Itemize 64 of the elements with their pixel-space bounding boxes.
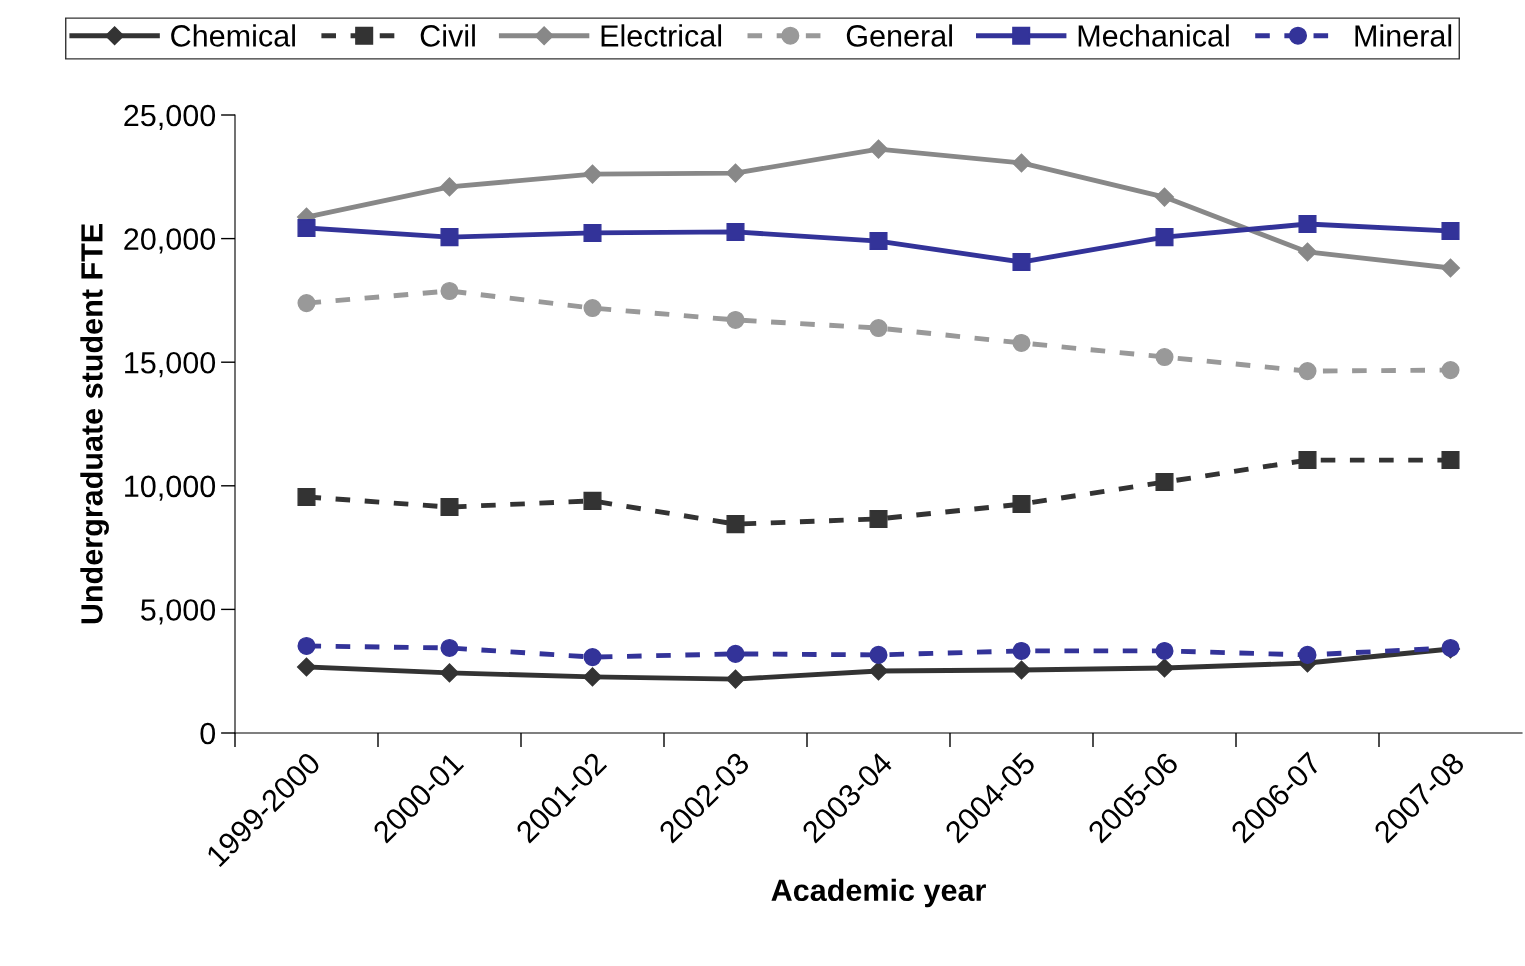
point (726, 644, 745, 663)
point (439, 663, 460, 683)
point (1012, 253, 1031, 272)
point (1012, 641, 1031, 660)
point (869, 319, 888, 338)
point (725, 163, 746, 183)
point (1440, 258, 1461, 278)
point (1441, 361, 1460, 380)
point (1155, 641, 1174, 660)
point (869, 645, 888, 664)
point (1011, 660, 1032, 680)
point (440, 638, 459, 657)
y-tick-label: 5,000 (141, 599, 216, 625)
point (1441, 451, 1460, 470)
point (726, 222, 745, 241)
point (582, 164, 603, 184)
point (440, 281, 459, 301)
legend-label: Civil (420, 24, 475, 47)
y-tick-label: 20,000 (124, 228, 216, 254)
point (869, 232, 888, 251)
point (1298, 362, 1317, 381)
point (297, 636, 316, 656)
point (1011, 153, 1032, 173)
point (297, 294, 316, 313)
point (1012, 333, 1031, 352)
y-tick-label: 25,000 (124, 104, 216, 130)
y-tick-label: 10,000 (125, 475, 216, 501)
point (726, 515, 745, 534)
legend-label: Electrical (601, 24, 722, 47)
legend-label: General (846, 24, 952, 47)
point (1155, 347, 1174, 367)
y-axis-title: Undergraduate student FTE (80, 224, 109, 624)
point (1154, 187, 1175, 207)
point (1298, 645, 1317, 664)
point (583, 299, 602, 318)
point (440, 498, 459, 517)
point (869, 509, 888, 528)
legend-label: Mineral (1355, 24, 1452, 47)
point (868, 139, 889, 159)
y-tick-label: 0 (200, 722, 216, 745)
point (583, 648, 602, 667)
point (296, 657, 317, 677)
point (297, 487, 316, 506)
point (439, 177, 460, 197)
point (726, 310, 745, 329)
point (1298, 214, 1317, 234)
point (868, 661, 889, 681)
point (583, 491, 602, 510)
x-axis-title: Academic year (771, 878, 986, 908)
point (1441, 221, 1460, 240)
y-tick-label: 15,000 (125, 351, 216, 378)
point (297, 218, 316, 237)
point (582, 667, 603, 687)
point (1012, 495, 1031, 514)
point (1154, 658, 1175, 678)
legend-label: Mechanical (1078, 24, 1229, 47)
point (583, 223, 602, 242)
point (1155, 473, 1174, 492)
point (1155, 228, 1174, 247)
point (1297, 242, 1318, 262)
legend-label: Chemical (171, 24, 295, 47)
point (1298, 451, 1317, 470)
point (725, 669, 746, 689)
point (440, 228, 459, 247)
